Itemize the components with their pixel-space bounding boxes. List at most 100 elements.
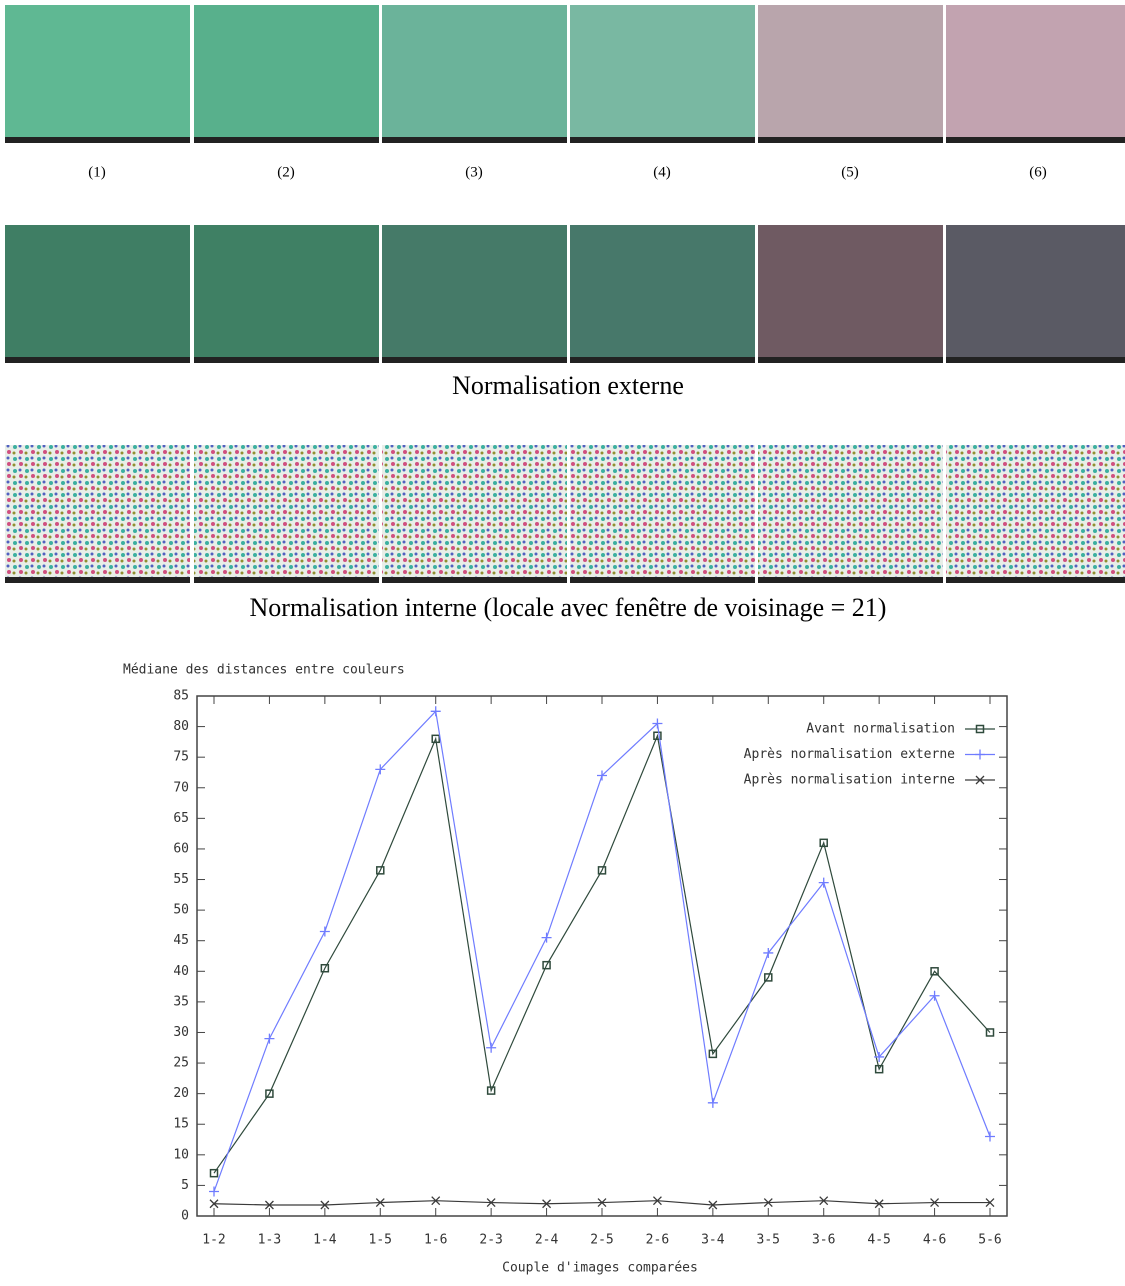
x-tick-label: 4-5 xyxy=(867,1233,890,1248)
y-tick-label: 10 xyxy=(173,1147,189,1162)
photo xyxy=(570,5,755,143)
y-axis-label: Médiane des distances entre couleurs xyxy=(123,663,405,678)
marker xyxy=(375,1198,385,1207)
photo xyxy=(946,445,1125,583)
x-tick-label: 2-3 xyxy=(479,1233,502,1248)
photo-base xyxy=(570,357,755,363)
photo-base xyxy=(194,357,379,363)
photo-base xyxy=(946,137,1125,143)
photo-base xyxy=(194,577,379,583)
marker xyxy=(985,1131,995,1142)
x-tick-label: 1-4 xyxy=(313,1233,337,1248)
x-tick-label: 3-5 xyxy=(757,1233,780,1248)
x-tick-label: 1-5 xyxy=(369,1233,392,1248)
photo-base xyxy=(758,137,943,143)
marker xyxy=(209,1199,219,1209)
marker xyxy=(375,764,386,775)
marker xyxy=(818,877,829,888)
series-line xyxy=(213,733,991,1174)
panel-label: (5) xyxy=(841,164,859,180)
marker xyxy=(929,990,940,1001)
marker xyxy=(707,1097,718,1108)
marker xyxy=(653,731,662,741)
marker xyxy=(541,932,552,943)
y-tick-label: 25 xyxy=(173,1056,189,1071)
marker xyxy=(597,770,607,781)
marker xyxy=(975,775,985,785)
photo-base xyxy=(946,577,1125,583)
photo-base xyxy=(382,357,567,363)
x-tick-label: 2-4 xyxy=(535,1233,559,1248)
caption: Normalisation externe xyxy=(452,371,684,400)
y-tick-label: 80 xyxy=(173,719,189,734)
photo-base xyxy=(758,577,943,583)
y-tick-label: 40 xyxy=(173,964,189,979)
x-tick-label: 1-3 xyxy=(258,1233,281,1248)
x-tick-label: 5-6 xyxy=(978,1233,1001,1248)
x-tick-label: 4-6 xyxy=(923,1233,946,1248)
marker xyxy=(652,1196,662,1206)
marker xyxy=(985,1198,995,1207)
photo-base xyxy=(570,577,755,583)
photo xyxy=(5,5,190,143)
marker xyxy=(763,947,774,958)
marker xyxy=(431,734,440,744)
y-tick-label: 30 xyxy=(173,1025,189,1040)
caption: Normalisation interne (locale avec fenêt… xyxy=(250,593,887,622)
y-tick-label: 20 xyxy=(173,1086,189,1101)
marker xyxy=(975,724,985,734)
photo xyxy=(758,445,943,583)
marker xyxy=(975,749,985,760)
photo xyxy=(5,445,190,583)
marker xyxy=(763,1198,773,1207)
photo-base xyxy=(758,357,943,363)
marker xyxy=(708,1049,718,1059)
legend-label: Après normalisation interne xyxy=(744,773,955,788)
marker xyxy=(486,1086,496,1095)
panel-label: (6) xyxy=(1029,164,1047,180)
panel-label: (3) xyxy=(465,164,483,180)
marker xyxy=(320,963,330,973)
x-tick-label: 1-2 xyxy=(202,1233,225,1248)
x-tick-label: 2-5 xyxy=(590,1233,613,1248)
marker xyxy=(985,1028,995,1037)
marker xyxy=(209,1186,219,1197)
marker xyxy=(486,1198,496,1207)
y-tick-label: 60 xyxy=(173,841,189,856)
x-tick-label: 2-6 xyxy=(646,1233,669,1248)
photo xyxy=(5,225,190,363)
y-tick-label: 85 xyxy=(173,689,189,704)
photo-base xyxy=(570,137,755,143)
x-tick-label: 3-4 xyxy=(701,1233,725,1248)
photo-base xyxy=(382,577,567,583)
y-tick-label: 35 xyxy=(173,994,189,1009)
y-tick-label: 50 xyxy=(173,903,189,918)
photo xyxy=(946,5,1125,143)
photo xyxy=(570,225,755,363)
photo xyxy=(382,445,567,583)
marker xyxy=(930,967,939,976)
photo xyxy=(946,225,1125,363)
photo-base xyxy=(382,137,567,143)
x-tick-label: 1-6 xyxy=(424,1233,447,1248)
panel-label: (1) xyxy=(88,164,106,180)
marker xyxy=(597,1198,607,1207)
y-tick-label: 5 xyxy=(181,1178,189,1193)
marker xyxy=(430,706,441,717)
y-tick-label: 45 xyxy=(173,933,189,948)
photo xyxy=(758,5,943,143)
marker xyxy=(320,1200,330,1210)
x-axis-label: Couple d'images comparées xyxy=(502,1261,698,1276)
photo-base xyxy=(194,137,379,143)
marker xyxy=(319,926,330,937)
marker xyxy=(265,1089,274,1098)
marker xyxy=(431,1196,441,1206)
legend-label: Après normalisation externe xyxy=(744,747,955,762)
legend-label: Avant normalisation xyxy=(806,722,955,737)
marker xyxy=(209,1168,219,1178)
marker xyxy=(376,866,385,875)
photo-base xyxy=(5,577,190,583)
marker xyxy=(264,1033,275,1044)
marker xyxy=(874,1051,885,1062)
